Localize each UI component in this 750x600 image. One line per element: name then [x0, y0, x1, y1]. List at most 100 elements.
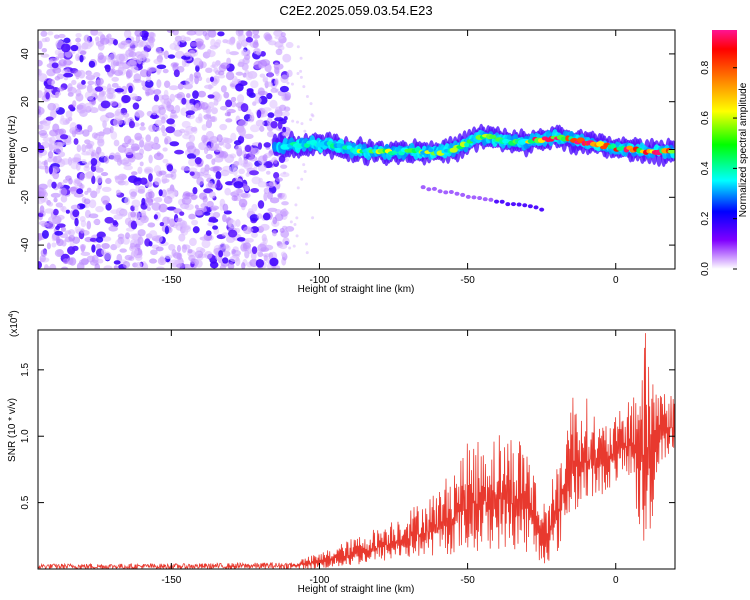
- noise-blob: [151, 202, 161, 211]
- noise-blob: [196, 171, 205, 177]
- noise-blob: [153, 214, 158, 220]
- noise-blob: [175, 222, 184, 231]
- noise-blob: [273, 159, 278, 164]
- noise-blob: [134, 111, 143, 117]
- noise-blob: [75, 32, 82, 38]
- noise-blob: [155, 126, 161, 132]
- noise-blob: [243, 133, 254, 139]
- noise-blob: [148, 173, 153, 182]
- noise-blob: [205, 153, 213, 160]
- noise-blob: [230, 101, 237, 108]
- noise-blob: [61, 43, 71, 53]
- noise-blob: [195, 64, 200, 73]
- noise-blob: [133, 73, 142, 82]
- noise-blob: [262, 77, 268, 83]
- svg-text:(x104): (x104): [8, 310, 20, 337]
- noise-blob: [154, 119, 163, 127]
- colorbar-tick-label: 0.0: [700, 262, 711, 276]
- noise-blob: [55, 225, 60, 231]
- noise-blob: [188, 158, 197, 167]
- noise-blob: [67, 229, 76, 236]
- noise-blob: [250, 252, 257, 261]
- noise-blob: [117, 66, 125, 72]
- snr-ytick-label: 0.5: [20, 495, 31, 509]
- noise-blob: [51, 233, 57, 242]
- noise-blob: [185, 93, 191, 99]
- noise-blob: [60, 158, 71, 165]
- noise-blob: [42, 137, 53, 142]
- colorbar-tick-label: 0.4: [700, 161, 711, 175]
- noise-blob: [79, 243, 87, 250]
- noise-blob: [264, 81, 273, 87]
- noise-blob: [123, 147, 134, 156]
- noise-blob: [270, 88, 279, 93]
- noise-blob: [41, 122, 51, 131]
- streak-blob: [420, 185, 426, 190]
- noise-blob: [188, 213, 196, 220]
- noise-blob: [305, 251, 309, 255]
- noise-blob: [113, 214, 123, 220]
- noise-blob: [236, 237, 246, 242]
- noise-blob: [59, 134, 69, 140]
- noise-blob: [162, 132, 167, 137]
- noise-blob: [256, 213, 263, 220]
- noise-blob: [123, 180, 129, 186]
- noise-blob: [54, 230, 64, 236]
- noise-blob: [259, 73, 266, 78]
- noise-blob: [274, 41, 284, 48]
- noise-blob: [100, 172, 109, 177]
- noise-blob: [197, 90, 207, 98]
- noise-blob: [180, 166, 191, 171]
- noise-blob: [65, 175, 72, 181]
- snr-ticks: -150 -100 -50 0 0.5 1.0 1.5: [20, 330, 675, 586]
- colorbar-tick-label: 0.6: [700, 111, 711, 125]
- snr-multiplier-exp: 4: [8, 314, 15, 318]
- snr-xtick-label: -50: [460, 575, 475, 586]
- colorbar-label: Normalized spectral amplitude: [738, 82, 749, 217]
- noise-blob: [94, 263, 101, 269]
- noise-blob: [169, 141, 180, 147]
- noise-blob: [218, 150, 229, 159]
- noise-blob: [281, 131, 289, 137]
- spectrogram-xtick-label: -150: [161, 275, 181, 286]
- noise-blob: [57, 151, 66, 158]
- noise-blob: [47, 157, 53, 163]
- noise-blob: [65, 209, 70, 214]
- noise-blob: [189, 171, 195, 177]
- noise-blob: [154, 234, 163, 244]
- noise-blob: [123, 30, 132, 39]
- noise-blob: [123, 157, 132, 162]
- noise-blob: [138, 185, 146, 193]
- noise-blob: [75, 162, 81, 171]
- noise-blob: [38, 90, 42, 98]
- noise-blob: [57, 182, 63, 190]
- noise-blob: [146, 75, 152, 82]
- noise-blob: [96, 187, 101, 194]
- noise-blob: [58, 33, 66, 39]
- noise-blob: [220, 85, 227, 93]
- noise-blob: [47, 201, 54, 207]
- noise-blob: [234, 78, 239, 86]
- spectrogram-panel: -150 -100 -50 0 -40 -20 0 20 40 Height of straig…: [7, 29, 676, 295]
- noise-blob: [292, 244, 296, 248]
- noise-blob: [139, 126, 146, 131]
- noise-blob: [192, 226, 200, 234]
- streak-blob: [471, 195, 477, 200]
- noise-blob: [165, 126, 176, 134]
- noise-blob: [202, 199, 208, 206]
- streak-blob: [460, 192, 466, 197]
- noise-blob: [169, 114, 179, 119]
- noise-blob: [204, 84, 214, 90]
- noise-blob: [283, 208, 287, 212]
- noise-blob: [279, 172, 290, 178]
- noise-blob: [147, 222, 156, 228]
- noise-blob: [238, 168, 245, 175]
- noise-blob: [169, 93, 175, 102]
- noise-blob: [70, 44, 79, 52]
- noise-blob: [244, 237, 254, 243]
- noise-blob: [309, 118, 313, 122]
- noise-blob: [103, 155, 110, 164]
- noise-blob: [109, 100, 118, 107]
- noise-blob: [63, 37, 71, 44]
- noise-blob: [115, 239, 122, 248]
